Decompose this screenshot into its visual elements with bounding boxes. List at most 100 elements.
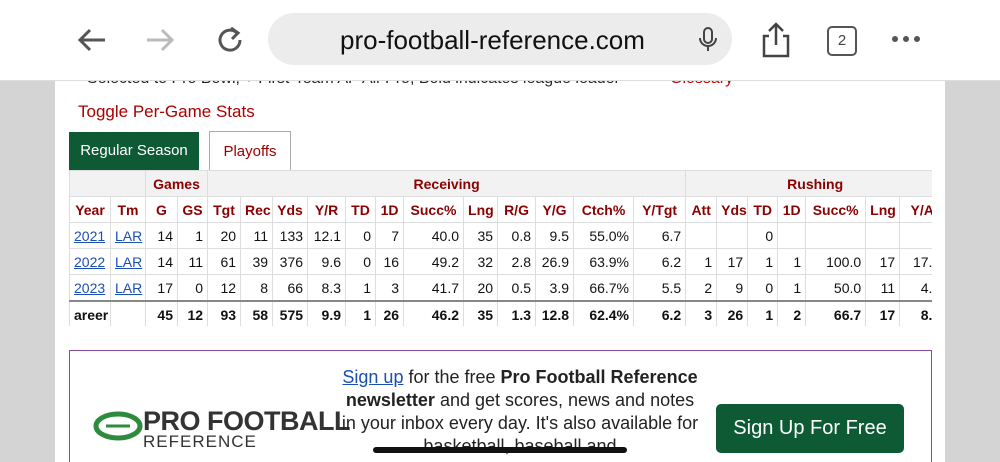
column-header: Yds	[272, 196, 309, 223]
cell: LAR	[110, 248, 146, 275]
cell: 61	[207, 248, 242, 275]
cell: 2022	[69, 248, 111, 275]
cell	[685, 222, 718, 249]
newsletter: PRO FOOTBALL REFERENCE Sign up for the f…	[69, 350, 932, 462]
row: 2022 LAR 14 11 61 39 376 9.6 0 16 49.2 32 2.8 26.9 63.…	[69, 248, 932, 275]
cell: 14	[145, 222, 178, 249]
menu-icon[interactable]	[890, 34, 922, 44]
cell: 1	[777, 274, 807, 302]
nav-icons	[77, 26, 242, 52]
cell: 100.0	[805, 248, 867, 275]
column-header: 1D	[777, 196, 807, 223]
cell: 0	[747, 222, 779, 249]
cell	[716, 222, 749, 249]
logo-text: PRO FOOTBALL	[143, 406, 350, 436]
link[interactable]: LAR	[115, 227, 143, 244]
tab-count[interactable]: 2	[827, 26, 857, 56]
signup-button[interactable]: Sign Up For Free	[716, 404, 904, 453]
home-indicator	[373, 447, 627, 453]
group-header: Games	[144, 170, 209, 197]
cell: 20	[463, 274, 499, 302]
text: and get scores, news and notes in your i…	[341, 390, 695, 433]
column-header: Lng	[865, 196, 901, 223]
cell: 6.2	[633, 300, 687, 326]
row: 2023 LAR 17 0 12 8 66 8.3 1 3 41.7 20 0.5 3.9 66.7% 5.5…	[69, 274, 932, 302]
row: areer 45 12 93 58 575 9.9 1 26 46.2 35 1.3 12.8 62.4%…	[69, 300, 932, 326]
cell: areer	[69, 300, 111, 326]
link[interactable]: 2022	[74, 253, 106, 270]
cell: 0	[345, 222, 377, 249]
cell: 66.7	[805, 300, 867, 326]
cell: 35	[463, 222, 499, 249]
column-header: Lng	[463, 196, 499, 223]
cell: 9.9	[307, 300, 347, 326]
cell: 46.2	[403, 300, 465, 326]
cell: 40.0	[403, 222, 465, 249]
cell: 26.9	[535, 248, 575, 275]
cell: 0.5	[497, 274, 537, 302]
column-header: 1D	[375, 196, 405, 223]
column-header: Y/A	[899, 196, 932, 223]
cell: 1	[777, 248, 807, 275]
column-header: Succ%	[805, 196, 867, 223]
cell: 1	[685, 248, 718, 275]
link[interactable]: LAR	[115, 279, 143, 296]
tab[interactable]: Playoffs	[209, 131, 291, 170]
column-header: Yds	[716, 196, 749, 223]
cell: 2.8	[497, 248, 537, 275]
logo-text: REFERENCE	[143, 432, 257, 451]
cell: 0	[747, 274, 779, 302]
link[interactable]: 2021	[74, 227, 106, 244]
share-icon[interactable]	[760, 22, 792, 58]
link[interactable]: 2023	[74, 279, 106, 296]
cell: 3	[685, 300, 718, 326]
cell: 11	[240, 222, 274, 249]
column-header: Tgt	[207, 196, 242, 223]
cell: 2	[685, 274, 718, 302]
cell: 26	[375, 300, 405, 326]
group-row: Games Receiving Rushing	[69, 170, 932, 197]
mic-icon[interactable]	[698, 27, 718, 53]
cell: 8.3	[307, 274, 347, 302]
cell: 3	[375, 274, 405, 302]
cell: 1	[747, 300, 779, 326]
text: Pro Football Reference newsletter	[345, 367, 698, 410]
cell: 12	[207, 274, 242, 302]
signup-link[interactable]: Sign up	[342, 367, 404, 387]
logo-icon	[93, 411, 143, 441]
tab[interactable]: Regular Season	[69, 132, 199, 170]
cell: 63.9%	[573, 248, 635, 275]
cell: 49.2	[403, 248, 465, 275]
url: pro-football-reference.com	[340, 25, 645, 55]
cell: 3.9	[535, 274, 575, 302]
cell	[899, 222, 932, 249]
cell: 45	[145, 300, 178, 326]
url-bar[interactable]: pro-football-reference.com	[268, 13, 732, 65]
toggle-link[interactable]: Toggle Per-Game Stats	[78, 102, 255, 121]
cell: 20	[207, 222, 242, 249]
cell	[865, 222, 901, 249]
column-header: Y/G	[535, 196, 575, 223]
cell: 376	[272, 248, 309, 275]
column-header: Succ%	[403, 196, 465, 223]
cell: 0.8	[497, 222, 537, 249]
cell: 11	[176, 248, 209, 275]
cell: 35	[463, 300, 499, 326]
cell: 50.0	[805, 274, 867, 302]
header-row: Year Tm G GS Tgt Rec Yds Y/R TD 1D Succ% Lng R/G Y/G C…	[69, 196, 932, 223]
column-header: Att	[685, 196, 718, 223]
cell: 16	[375, 248, 405, 275]
cell: 8	[240, 274, 274, 302]
column-header: Ctch%	[573, 196, 635, 223]
cell: 17	[865, 248, 901, 275]
cell: 58	[240, 300, 274, 326]
cell: 1	[345, 274, 377, 302]
cell: LAR	[110, 222, 146, 249]
cell: 14	[145, 248, 178, 275]
column-header: R/G	[497, 196, 537, 223]
link[interactable]: LAR	[115, 253, 143, 270]
column-header: Year	[69, 196, 111, 223]
stats-table: Games Receiving Rushing Year Tm G GS Tgt Rec Y…	[69, 170, 932, 326]
cell: 6.7	[633, 222, 687, 249]
text: for the free	[408, 367, 496, 387]
